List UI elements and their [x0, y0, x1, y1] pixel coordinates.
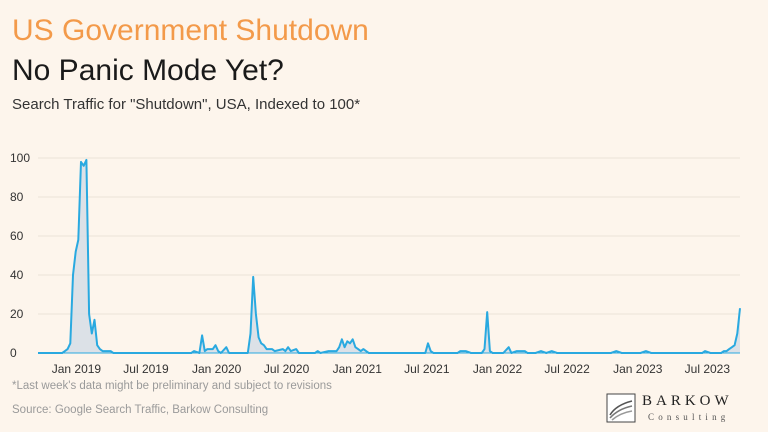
- x-tick-label: Jul 2023: [685, 362, 731, 376]
- x-tick-label: Jan 2022: [473, 362, 523, 376]
- chart-title: US Government Shutdown: [12, 14, 369, 47]
- logo-tagline: Consulting: [648, 412, 730, 422]
- search-traffic-chart: 0 20 40 60 80 100 Jan 2019 Jul 2019 Jan 2020 Jul …: [10, 151, 741, 376]
- y-tick-label: 100: [10, 151, 30, 165]
- source-note: Source: Google Search Traffic, Barkow Co…: [12, 404, 269, 416]
- series-area: [38, 159, 740, 353]
- chart-subtitle: No Panic Mode Yet?: [12, 54, 284, 87]
- x-tick-label: Jul 2021: [404, 362, 450, 376]
- x-tick-label: Jan 2023: [613, 362, 663, 376]
- x-tick-label: Jul 2019: [123, 362, 169, 376]
- logo-name: BARKOW: [642, 393, 733, 409]
- y-tick-label: 0: [10, 346, 17, 360]
- x-tick-label: Jul 2020: [264, 362, 310, 376]
- x-tick-label: Jan 2021: [333, 362, 383, 376]
- barkow-logo-icon: [606, 393, 636, 423]
- y-tick-label: 60: [10, 229, 24, 243]
- y-tick-label: 20: [10, 307, 24, 321]
- chart-description: Search Traffic for "Shutdown", USA, Inde…: [12, 96, 361, 113]
- y-tick-label: 80: [10, 190, 24, 204]
- x-tick-label: Jan 2020: [192, 362, 242, 376]
- y-tick-label: 40: [10, 268, 24, 282]
- x-tick-label: Jan 2019: [52, 362, 102, 376]
- barkow-logo: BARKOW Consulting: [606, 393, 756, 425]
- x-tick-label: Jul 2022: [544, 362, 590, 376]
- series-line: [38, 158, 741, 354]
- footnote: *Last week's data might be preliminary a…: [12, 380, 332, 392]
